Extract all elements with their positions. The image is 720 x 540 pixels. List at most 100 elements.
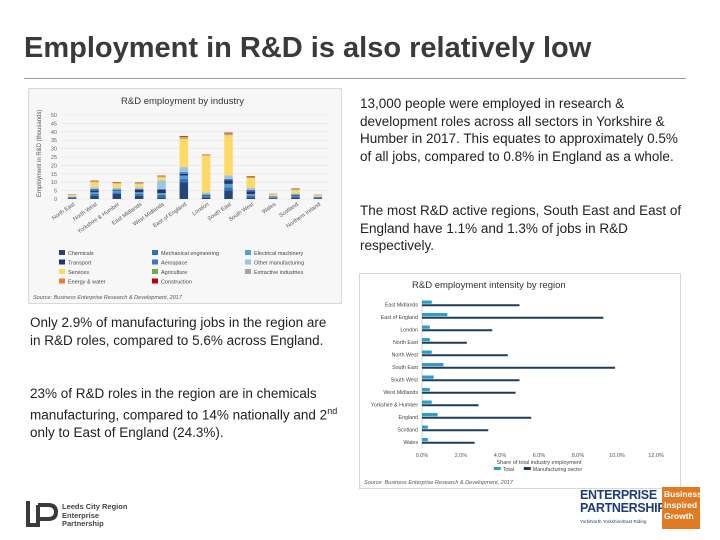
y-tick-label: 25	[51, 155, 57, 161]
bar-segment	[134, 195, 144, 199]
y-tick-label: 35	[51, 138, 57, 144]
chart-source: Source: Business Enterprise Research & D…	[364, 480, 514, 486]
y-tick-label: 30	[51, 147, 57, 153]
bar-segment	[224, 178, 233, 181]
bar-segment	[224, 187, 233, 191]
y-tick-label: England	[399, 415, 418, 421]
y-tick-label: Scotland	[397, 427, 418, 433]
bar-manufacturing	[422, 429, 489, 432]
y-tick-label: East of England	[381, 315, 418, 321]
left-paragraph-2-end: only to East of England (24.3%).	[30, 424, 224, 440]
legend-label: Chemicals	[68, 251, 94, 257]
legend-label: Manufacturing sector	[533, 467, 583, 473]
bar-manufacturing	[422, 329, 493, 332]
bar-segment	[313, 198, 323, 199]
bar-segment	[90, 190, 99, 193]
bar-segment	[179, 182, 189, 199]
ep-logo-line-1: ENTERPRISE	[580, 488, 657, 502]
bar-segment	[134, 192, 144, 194]
ep-logo-line-2: PARTNERSHIP	[580, 501, 666, 515]
bar-total	[422, 363, 444, 367]
legend-label: Construction	[161, 280, 192, 286]
bar-segment	[67, 197, 77, 199]
bar-segment	[179, 175, 189, 179]
bar-segment	[201, 195, 211, 197]
bar-segment	[179, 178, 189, 183]
bar-segment	[268, 194, 278, 196]
legend-swatch	[245, 259, 251, 265]
legend-label: Transport	[68, 261, 92, 267]
bar-segment	[224, 183, 233, 188]
chart-title: R&D employment intensity by region	[412, 280, 566, 291]
bar-segment	[268, 197, 278, 198]
bar-segment	[268, 198, 278, 199]
bar-segment	[268, 197, 278, 199]
bar-segment	[291, 193, 300, 195]
x-tick-label: 6.0%	[533, 453, 546, 459]
legend-swatch	[152, 269, 158, 274]
bar-segment	[268, 196, 278, 198]
bar-segment	[246, 176, 256, 178]
left-paragraph-1: Only 2.9% of manufacturing jobs in the r…	[30, 315, 327, 348]
left-paragraph-2-main: 23% of R&D roles in the region are in ch…	[30, 386, 328, 422]
bar-segment	[179, 137, 189, 139]
bar-manufacturing	[422, 404, 479, 407]
bar-segment	[291, 190, 300, 194]
bar-total	[422, 338, 430, 342]
bar-segment	[268, 195, 278, 197]
bar-total	[422, 375, 434, 379]
x-tick-label: 8.0%	[572, 453, 585, 459]
bar-segment	[224, 134, 233, 136]
intensity-chart-panel: R&D employment intensity by region 0.0% 2.…	[359, 273, 681, 489]
legend-swatch	[245, 269, 251, 274]
legend-label: Agriculture	[161, 270, 187, 276]
ep-logo-tagline-box: Business Inspired Growth	[662, 487, 702, 529]
bar-manufacturing	[422, 366, 616, 369]
bar-total	[422, 325, 430, 329]
bar-segment	[90, 182, 99, 188]
bar-total	[422, 350, 432, 354]
bar-segment	[179, 167, 189, 173]
bar-segment	[201, 155, 211, 193]
title-divider	[24, 78, 686, 79]
legend-swatch	[152, 278, 158, 284]
leeds-logo-line-1: Leeds City Region	[62, 502, 128, 511]
bar-segment	[224, 132, 233, 134]
bar-segment	[291, 194, 300, 195]
bar-total	[422, 400, 432, 404]
bar-segment	[112, 187, 122, 190]
y-tick-label: 15	[51, 172, 57, 178]
bar-manufacturing	[422, 354, 508, 357]
bar-segment	[291, 195, 300, 197]
bar-segment	[291, 197, 300, 199]
y-tick-label: 10	[51, 180, 57, 186]
bar-segment	[67, 196, 77, 197]
legend-label: Total	[503, 467, 514, 473]
chart-source: Source: Business Enterprise Research & D…	[33, 295, 183, 301]
bar-segment	[157, 177, 166, 181]
y-tick-label: Yorkshire & Humber	[371, 402, 418, 408]
enterprise-partnership-logo: ENTERPRISE PARTNERSHIP York/North Yorksh…	[580, 487, 702, 531]
bar-segment	[90, 195, 99, 199]
legend-label: Other manufacturing	[254, 261, 304, 267]
y-tick-label: North East	[393, 340, 419, 346]
leeds-logo-text: Leeds City Region Enterprise Partnership	[62, 502, 128, 529]
ep-tagline-3: Growth	[664, 511, 694, 521]
bar-segment	[134, 193, 144, 196]
lep-mark-icon	[26, 501, 59, 527]
bar-segment	[224, 180, 233, 184]
bar-segment	[246, 189, 256, 192]
bar-segment	[201, 197, 211, 199]
x-tick-label: 2.0%	[455, 453, 468, 459]
bar-segment	[134, 188, 144, 190]
ep-tagline-2: Inspired	[664, 500, 698, 510]
bar-segment	[157, 189, 166, 194]
y-tick-label: East Midlands	[385, 302, 419, 308]
bar-segment	[112, 190, 122, 193]
bar-segment	[134, 187, 144, 189]
bar-segment	[224, 190, 233, 199]
industry-chart-panel: R&D employment by industry 0 5 10 15 20 25 30 35…	[28, 88, 342, 304]
bar-segment	[157, 176, 166, 178]
ep-tagline-1: Business	[664, 489, 702, 499]
y-tick-label: South West	[391, 377, 419, 383]
